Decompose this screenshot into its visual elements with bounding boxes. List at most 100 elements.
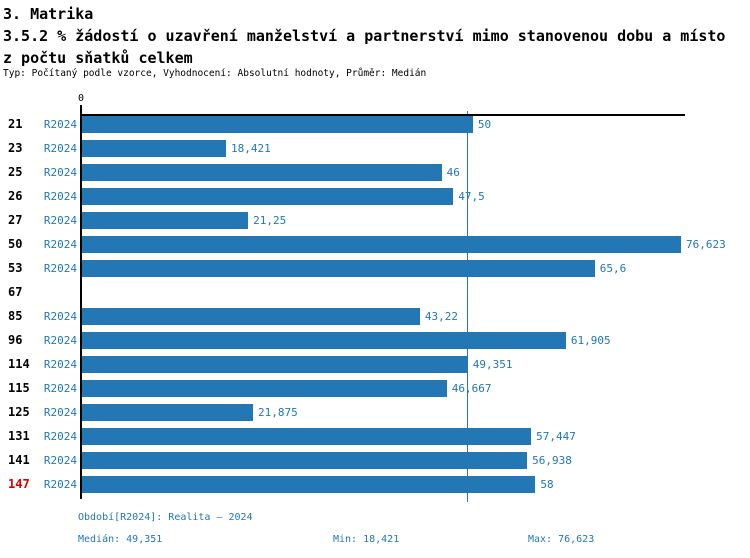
bar-track: 18,421 [82, 139, 750, 157]
section-title: 3. Matrika [3, 5, 94, 23]
row-id: 147 [8, 477, 30, 491]
bar-track: 46,667 [82, 379, 750, 397]
row-id: 50 [8, 237, 23, 251]
bar-value-label: 46,667 [451, 381, 492, 395]
bar-value-label: 46 [446, 165, 460, 179]
row-period-label: R2024 [43, 429, 77, 443]
indicator-title-line2: z počtu sňatků celkem [3, 49, 193, 67]
bar [82, 403, 253, 421]
footer-max: Max: 76,623 [528, 534, 595, 545]
chart-meta: Typ: Počítaný podle vzorce, Vyhodnocení:… [3, 68, 427, 79]
row-period-label: R2024 [43, 357, 77, 371]
bar [82, 451, 528, 469]
bar-track: 57,447 [82, 427, 750, 445]
bar [82, 139, 226, 157]
bar-value-label: 76,623 [686, 237, 726, 251]
chart-row: 141 R2024 56,938 [0, 448, 750, 472]
bar-value-label: 18,421 [231, 141, 271, 155]
y-axis-line [80, 105, 82, 499]
bar [82, 115, 473, 133]
footer-period: Období[R2024]: Realita – 2024 [78, 512, 253, 523]
row-period-label: R2024 [43, 333, 77, 347]
bar-track: 46 [82, 163, 750, 181]
chart-row: 147 R2024 58 [0, 472, 750, 496]
bar-value-label: 58 [540, 477, 554, 491]
row-id: 141 [8, 453, 30, 467]
row-period-label: R2024 [43, 477, 77, 491]
bar [82, 475, 536, 493]
chart-row: 114 R2024 49,351 [0, 352, 750, 376]
bar-track: 61,905 [82, 331, 750, 349]
bar-track: 49,351 [82, 355, 750, 373]
bar-value-label: 50 [477, 117, 492, 131]
row-id: 26 [8, 189, 23, 203]
chart-row: 26 R2024 47,5 [0, 184, 750, 208]
row-id: 25 [8, 165, 23, 179]
row-period-label: R2024 [43, 261, 77, 275]
bar [82, 331, 566, 349]
row-id: 131 [8, 429, 30, 443]
row-period-label: R2024 [43, 189, 77, 203]
median-line [466, 111, 469, 502]
bar-track: 56,938 [82, 451, 750, 469]
bar-track: 21,25 [82, 211, 750, 229]
row-period-label: R2024 [43, 141, 77, 155]
bar [82, 379, 447, 397]
row-id: 115 [8, 381, 30, 395]
bar [82, 211, 249, 229]
row-period-label: R2024 [43, 165, 77, 179]
chart-row: 21 R2024 50 [0, 112, 750, 136]
chart-row: 131 R2024 57,447 [0, 424, 750, 448]
bar-track: 47,5 [82, 187, 750, 205]
row-id: 21 [8, 117, 23, 131]
row-id: 96 [8, 333, 23, 347]
bar-value-label: 49,351 [472, 357, 513, 371]
bar-value-label: 61,905 [570, 333, 611, 347]
row-id: 114 [8, 357, 30, 371]
bar [82, 427, 532, 445]
chart-row: 125 R2024 21,875 [0, 400, 750, 424]
bar [82, 355, 468, 373]
x-axis-line [81, 114, 685, 116]
footer-min: Min: 18,421 [333, 534, 400, 545]
chart-row: 67 [0, 280, 750, 304]
bar-value-label: 21,875 [258, 405, 298, 419]
bar-value-label: 21,25 [253, 213, 287, 227]
row-period-label: R2024 [43, 117, 77, 131]
chart-row: 53 R2024 65,6 [0, 256, 750, 280]
bar-track: 50 [82, 115, 750, 133]
chart-row: 27 R2024 21,25 [0, 208, 750, 232]
row-id: 125 [8, 405, 30, 419]
row-id: 67 [8, 285, 23, 299]
bar-track: 65,6 [82, 259, 750, 277]
footer-median: Medián: 49,351 [78, 534, 163, 545]
row-id: 23 [8, 141, 23, 155]
chart-row: 85 R2024 43,22 [0, 304, 750, 328]
bar-value-label: 57,447 [536, 429, 576, 443]
row-id: 53 [8, 261, 23, 275]
bar-track: 58 [82, 475, 750, 493]
bar-track: 21,875 [82, 403, 750, 421]
bar [82, 307, 420, 325]
row-period-label: R2024 [43, 405, 77, 419]
row-period-label: R2024 [43, 213, 77, 227]
bar [82, 163, 442, 181]
chart-row: 25 R2024 46 [0, 160, 750, 184]
indicator-title-line1: 3.5.2 % žádostí o uzavření manželství a … [3, 27, 726, 45]
chart-row: 115 R2024 46,667 [0, 376, 750, 400]
bar-value-label: 56,938 [532, 453, 572, 467]
axis-zero-label: 0 [77, 93, 85, 104]
row-id: 27 [8, 213, 23, 227]
bar [82, 235, 681, 253]
bar [82, 259, 595, 277]
bar-value-label: 47,5 [458, 189, 485, 203]
row-period-label: R2024 [43, 309, 77, 323]
row-id: 85 [8, 309, 23, 323]
bar-track: 43,22 [82, 307, 750, 325]
chart-row: 96 R2024 61,905 [0, 328, 750, 352]
row-period-label: R2024 [43, 381, 77, 395]
bar-value-label: 43,22 [424, 309, 459, 323]
row-period-label: R2024 [43, 453, 77, 467]
row-period-label: R2024 [43, 237, 77, 251]
